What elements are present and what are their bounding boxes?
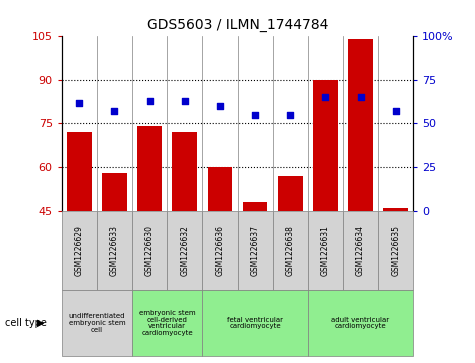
Text: undifferentiated
embryonic stem
cell: undifferentiated embryonic stem cell [68, 313, 125, 333]
Bar [67, 132, 92, 341]
Text: GSM1226635: GSM1226635 [391, 225, 400, 276]
Point [286, 112, 294, 118]
Point [322, 94, 329, 100]
Text: cell type: cell type [5, 318, 47, 328]
Text: embryonic stem
cell-derived
ventricular
cardiomyocyte: embryonic stem cell-derived ventricular … [139, 310, 196, 336]
Point [111, 108, 118, 114]
Text: adult ventricular
cardiomyocyte: adult ventricular cardiomyocyte [332, 317, 389, 330]
Bar [348, 39, 373, 341]
Point [181, 98, 189, 104]
Text: fetal ventricular
cardiomyocyte: fetal ventricular cardiomyocyte [227, 317, 283, 330]
Text: GSM1226634: GSM1226634 [356, 225, 365, 276]
Bar [243, 202, 267, 341]
Bar [172, 132, 197, 341]
Bar [137, 126, 162, 341]
Text: GSM1226638: GSM1226638 [286, 225, 294, 276]
Text: GSM1226633: GSM1226633 [110, 225, 119, 276]
Text: GSM1226631: GSM1226631 [321, 225, 330, 276]
Bar [278, 176, 303, 341]
Text: GSM1226629: GSM1226629 [75, 225, 84, 276]
Point [357, 94, 364, 100]
Point [251, 112, 259, 118]
Text: GSM1226632: GSM1226632 [180, 225, 189, 276]
Bar [102, 173, 127, 341]
Bar [208, 167, 232, 341]
Text: ▶: ▶ [37, 318, 44, 328]
Title: GDS5603 / ILMN_1744784: GDS5603 / ILMN_1744784 [147, 19, 328, 33]
Point [146, 98, 153, 104]
Text: GSM1226636: GSM1226636 [216, 225, 224, 276]
Point [76, 99, 83, 105]
Point [216, 103, 224, 109]
Text: GSM1226637: GSM1226637 [251, 225, 259, 276]
Bar [383, 208, 408, 341]
Point [392, 108, 399, 114]
Text: GSM1226630: GSM1226630 [145, 225, 154, 276]
Bar [313, 80, 338, 341]
